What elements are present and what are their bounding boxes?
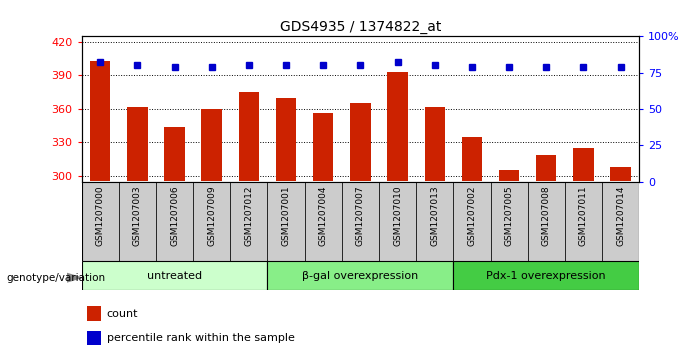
- Text: untreated: untreated: [147, 271, 202, 281]
- Bar: [82, 182, 119, 261]
- Bar: [313, 113, 333, 182]
- Text: GSM1207005: GSM1207005: [505, 185, 513, 246]
- Bar: [156, 182, 193, 261]
- Bar: [602, 182, 639, 261]
- Bar: [462, 137, 482, 182]
- Text: genotype/variation: genotype/variation: [7, 273, 106, 283]
- Text: GSM1207010: GSM1207010: [393, 185, 402, 246]
- Text: GSM1207009: GSM1207009: [207, 185, 216, 246]
- Bar: [573, 148, 594, 182]
- Bar: [379, 182, 416, 261]
- Bar: [416, 182, 454, 261]
- Text: GSM1207007: GSM1207007: [356, 185, 365, 246]
- Bar: [267, 261, 454, 290]
- Text: β-gal overexpression: β-gal overexpression: [303, 271, 418, 281]
- Bar: [565, 182, 602, 261]
- Text: percentile rank within the sample: percentile rank within the sample: [107, 333, 294, 343]
- Bar: [424, 107, 445, 182]
- Bar: [239, 92, 259, 182]
- Bar: [82, 261, 267, 290]
- Bar: [388, 72, 408, 182]
- Polygon shape: [67, 273, 84, 283]
- Text: GSM1207006: GSM1207006: [170, 185, 179, 246]
- Text: GSM1207011: GSM1207011: [579, 185, 588, 246]
- Bar: [611, 167, 631, 182]
- Bar: [454, 261, 639, 290]
- Bar: [490, 182, 528, 261]
- Bar: [454, 182, 490, 261]
- Bar: [342, 182, 379, 261]
- Text: GSM1207002: GSM1207002: [467, 185, 477, 246]
- Bar: [87, 306, 101, 321]
- Bar: [276, 98, 296, 182]
- Bar: [499, 170, 520, 182]
- Bar: [528, 182, 565, 261]
- Bar: [193, 182, 231, 261]
- Bar: [165, 127, 185, 182]
- Bar: [119, 182, 156, 261]
- Text: GSM1207014: GSM1207014: [616, 185, 625, 246]
- Text: GSM1207008: GSM1207008: [542, 185, 551, 246]
- Bar: [90, 61, 110, 182]
- Text: Pdx-1 overexpression: Pdx-1 overexpression: [486, 271, 606, 281]
- Title: GDS4935 / 1374822_at: GDS4935 / 1374822_at: [279, 20, 441, 34]
- Bar: [267, 182, 305, 261]
- Bar: [201, 109, 222, 182]
- Text: GSM1207012: GSM1207012: [244, 185, 254, 246]
- Text: GSM1207004: GSM1207004: [319, 185, 328, 246]
- Text: GSM1207001: GSM1207001: [282, 185, 290, 246]
- Text: count: count: [107, 309, 138, 319]
- Text: GSM1207013: GSM1207013: [430, 185, 439, 246]
- Bar: [350, 103, 371, 182]
- Bar: [231, 182, 267, 261]
- Text: GSM1207000: GSM1207000: [96, 185, 105, 246]
- Bar: [536, 155, 556, 182]
- Bar: [305, 182, 342, 261]
- Bar: [127, 107, 148, 182]
- Bar: [87, 331, 101, 345]
- Text: GSM1207003: GSM1207003: [133, 185, 142, 246]
